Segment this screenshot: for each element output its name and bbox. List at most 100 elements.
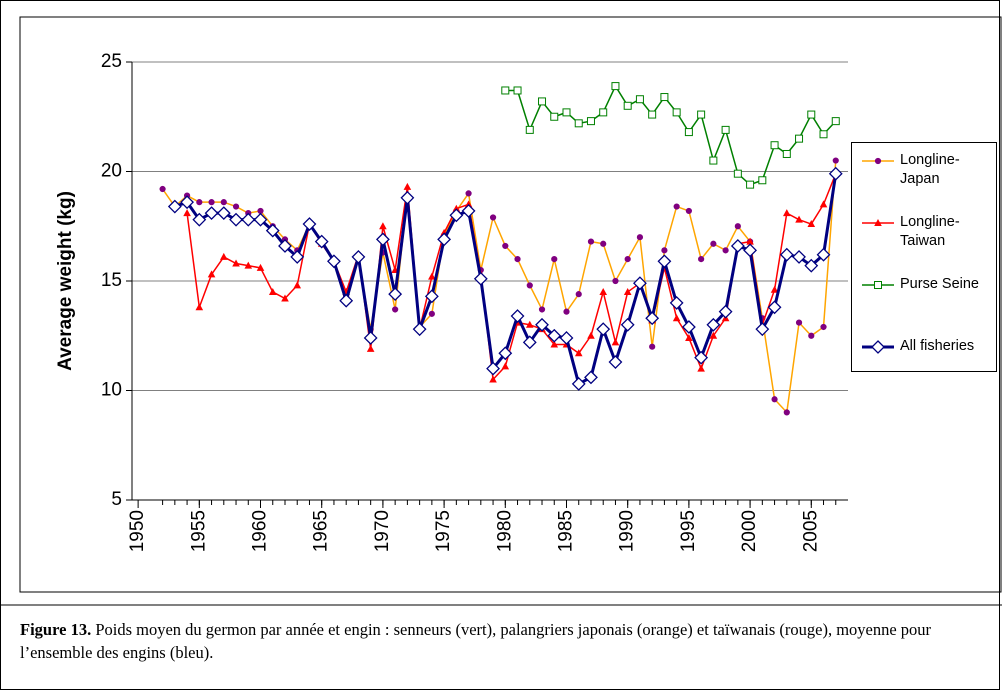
marker	[709, 156, 718, 165]
marker	[351, 249, 366, 264]
marker	[743, 243, 758, 258]
legend-item: Longline-Taiwan	[860, 213, 986, 251]
marker	[808, 332, 815, 339]
marker	[489, 375, 497, 383]
marker	[302, 217, 317, 231]
marker	[611, 338, 620, 346]
marker	[722, 247, 729, 254]
caption-label: Figure 13.	[20, 620, 92, 639]
marker	[268, 287, 277, 295]
marker	[192, 212, 207, 227]
y-tick-label: 25	[101, 51, 122, 72]
x-tick-label: 1965	[311, 510, 332, 552]
marker	[874, 157, 882, 165]
marker	[661, 247, 668, 254]
marker	[563, 308, 570, 315]
marker	[501, 362, 510, 370]
marker	[767, 300, 782, 315]
marker	[599, 287, 608, 295]
marker	[807, 220, 816, 228]
x-tick-label: 1975	[433, 510, 454, 552]
marker	[253, 212, 268, 227]
marker	[229, 212, 243, 227]
marker	[183, 209, 191, 217]
marker	[795, 215, 803, 223]
marker	[525, 125, 534, 134]
marker	[473, 271, 488, 286]
marker	[256, 263, 265, 271]
marker	[624, 256, 631, 263]
marker	[648, 110, 657, 119]
marker	[575, 291, 582, 298]
legend-item: Purse Seine	[860, 275, 986, 294]
marker	[782, 149, 791, 158]
marker	[623, 101, 632, 110]
legend-swatch	[862, 219, 894, 226]
series-line	[505, 85, 837, 186]
marker	[526, 282, 533, 289]
marker	[293, 281, 302, 289]
caption-text: Poids moyen du germon par année et engin…	[20, 620, 932, 662]
marker	[746, 180, 755, 189]
marker	[525, 320, 534, 328]
series-line	[186, 173, 837, 381]
legend-swatch	[862, 281, 894, 289]
y-tick-label: 15	[101, 270, 122, 291]
marker	[551, 256, 558, 263]
marker	[819, 200, 828, 208]
marker	[180, 195, 194, 210]
x-tick-label: 1960	[250, 510, 271, 552]
marker	[327, 254, 341, 269]
marker	[612, 277, 619, 285]
marker	[596, 322, 611, 337]
marker	[871, 340, 885, 354]
marker	[792, 249, 806, 264]
marker	[645, 311, 660, 326]
marker	[620, 317, 635, 332]
marker	[363, 331, 378, 345]
marker	[684, 128, 693, 137]
marker	[437, 232, 452, 247]
legend-swatch	[862, 340, 894, 354]
marker	[550, 340, 559, 348]
marker	[232, 203, 240, 210]
marker	[167, 199, 182, 214]
marker	[538, 97, 547, 106]
marker	[513, 86, 522, 95]
marker	[412, 322, 427, 337]
legend: Longline-Japan Longline-Taiwan Purse Seine…	[851, 142, 997, 372]
x-tick-label: 1955	[188, 510, 209, 552]
marker	[755, 322, 770, 337]
marker	[547, 328, 562, 343]
marker	[465, 190, 472, 197]
legend-item: Longline-Japan	[860, 151, 986, 189]
marker	[220, 199, 227, 206]
x-tick-label: 1985	[556, 510, 577, 552]
marker	[314, 234, 329, 249]
marker	[608, 355, 623, 369]
marker	[730, 239, 745, 253]
marker	[159, 185, 166, 193]
marker	[281, 294, 289, 302]
marker	[771, 396, 778, 403]
marker	[195, 303, 204, 311]
marker	[828, 166, 843, 181]
marker	[783, 409, 790, 416]
marker	[428, 272, 436, 280]
marker	[486, 361, 500, 376]
marker	[657, 254, 672, 269]
marker	[681, 320, 696, 334]
marker	[216, 206, 231, 221]
marker	[734, 223, 741, 230]
marker	[718, 304, 733, 319]
y-axis-label: Average weight (kg)	[55, 191, 76, 371]
x-tick-label: 1995	[678, 510, 699, 552]
marker	[510, 309, 525, 323]
marker	[697, 364, 705, 372]
marker	[660, 93, 669, 102]
marker	[672, 108, 681, 117]
legend-label: Purse Seine	[900, 276, 979, 292]
marker	[758, 176, 767, 185]
marker	[232, 259, 240, 267]
